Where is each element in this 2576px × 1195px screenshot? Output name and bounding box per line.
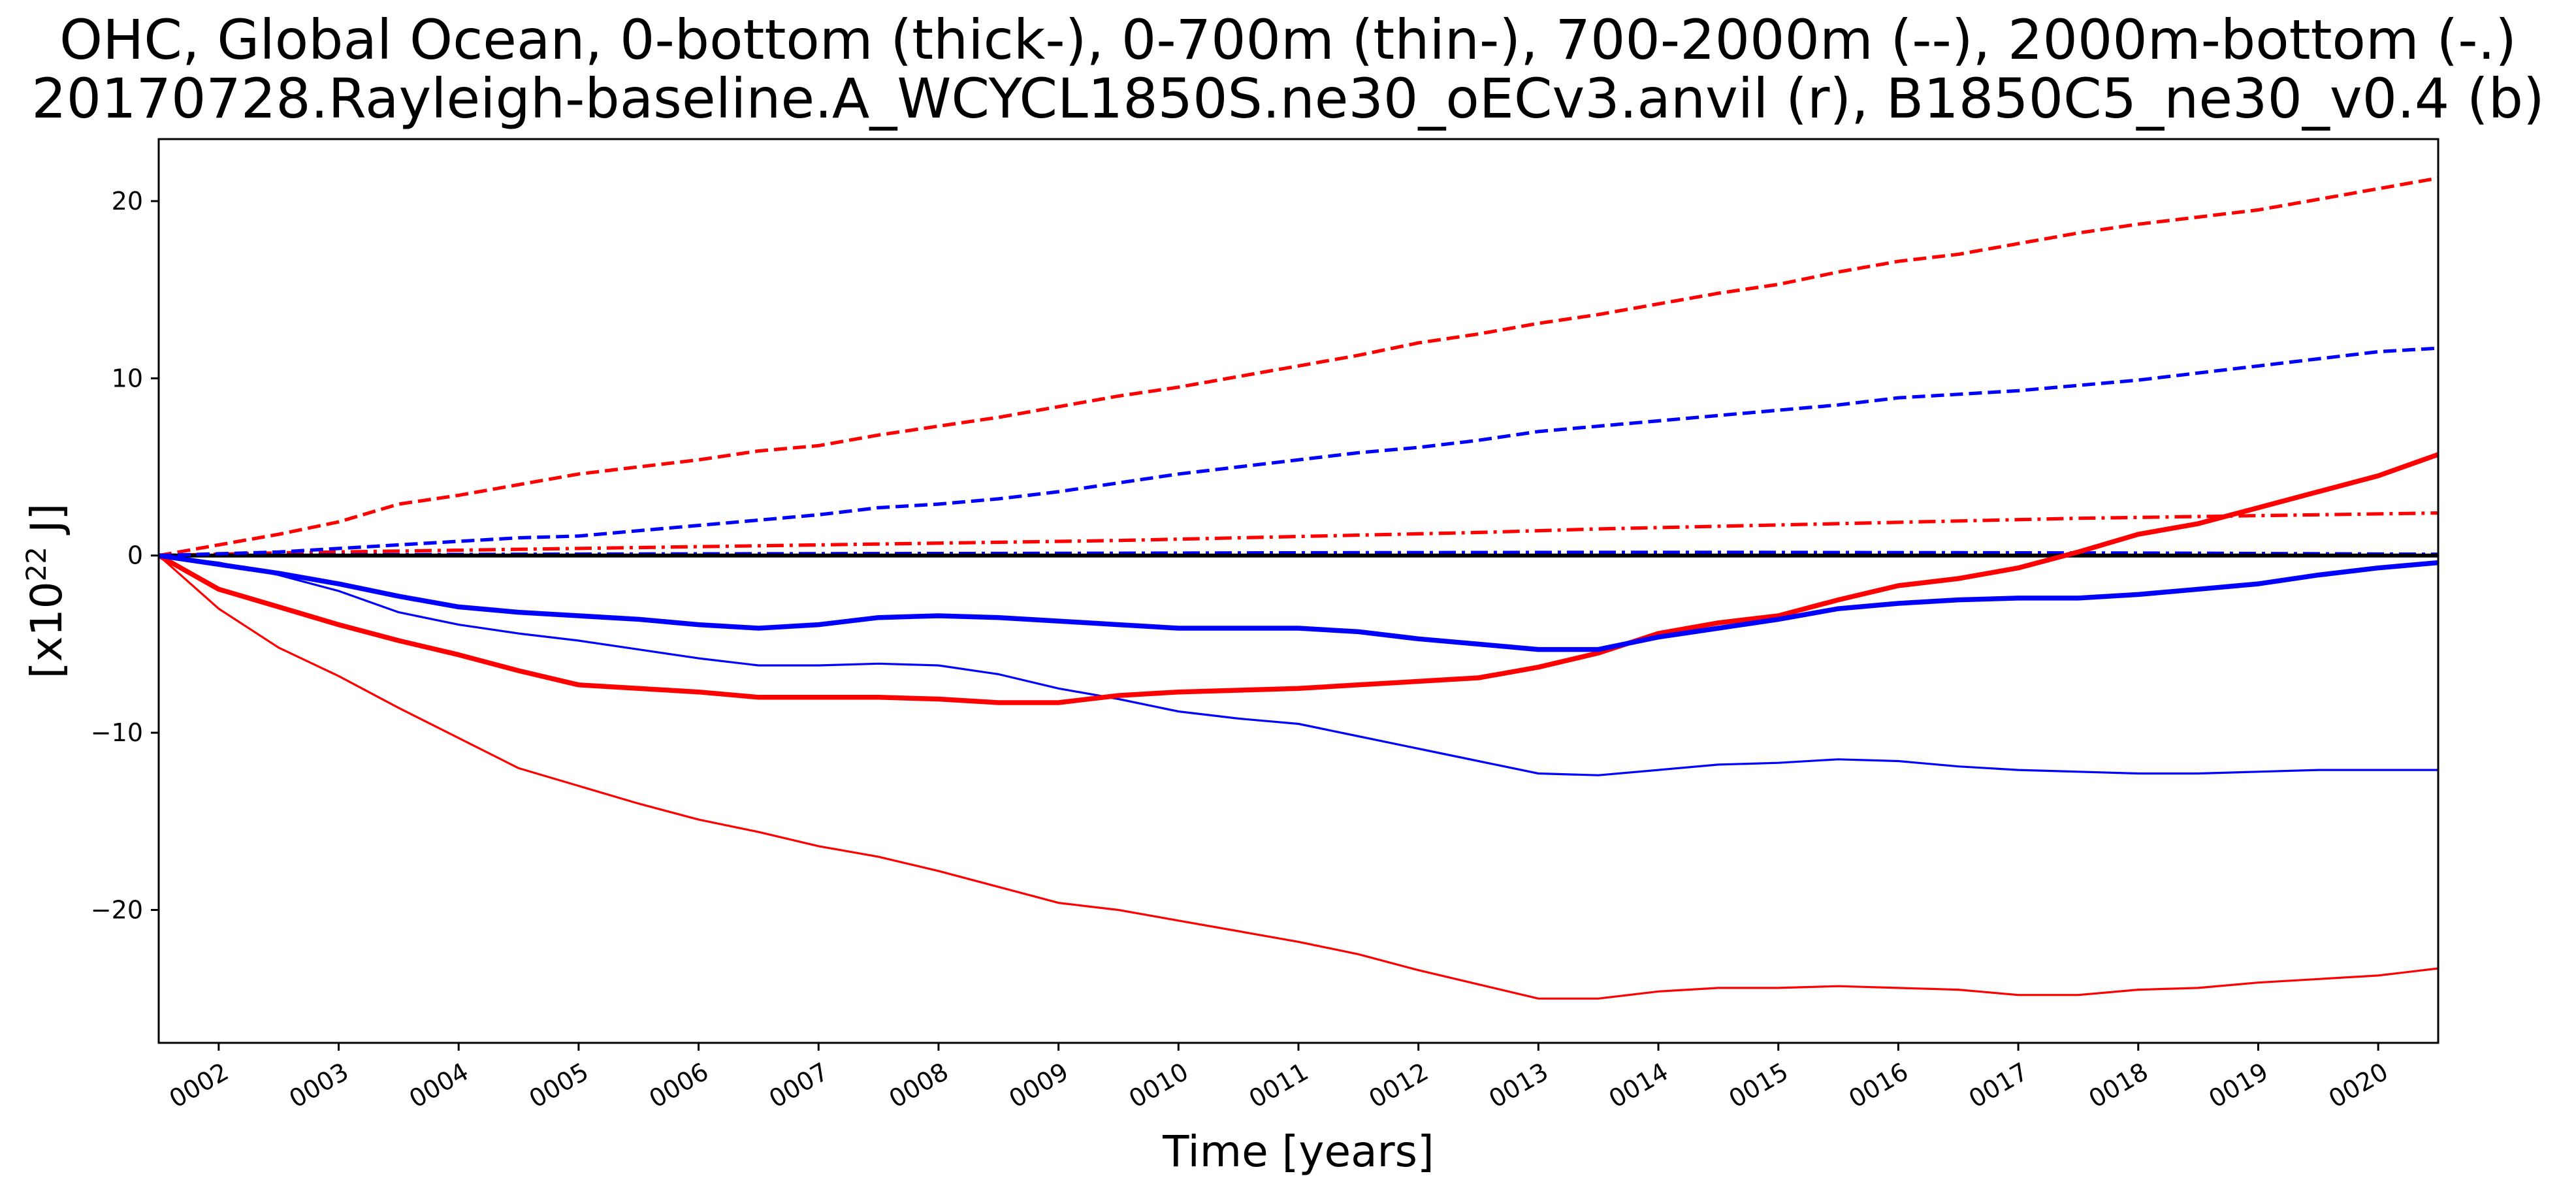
x-tick-label: 0016	[1844, 1057, 1913, 1113]
y-tick-label: −10	[91, 718, 143, 747]
y-axis-label: [x1022 J]	[20, 503, 72, 678]
x-tick-label: 0014	[1604, 1057, 1673, 1113]
series-line-r-0-bottom	[157, 452, 2439, 705]
series-line-b-0-700m	[158, 554, 2438, 776]
series-line-b-700-2000m	[158, 346, 2439, 558]
x-tick-label: 0020	[2324, 1057, 2393, 1113]
chart-title-line-1: OHC, Global Ocean, 0-bottom (thick-), 0-…	[59, 8, 2517, 72]
x-tick-label: 0011	[1244, 1057, 1313, 1113]
x-tick-label: 0013	[1484, 1057, 1553, 1113]
series-line-r-700-2000m	[158, 176, 2439, 558]
chart-title-line-2: 20170728.Rayleigh-baseline.A_WCYCL1850S.…	[31, 67, 2545, 131]
y-tick-label: 10	[112, 364, 143, 392]
x-tick-label: 0019	[2204, 1057, 2273, 1113]
y-tick-label: −20	[91, 895, 143, 924]
plot-frame	[157, 138, 2439, 1044]
x-tick-label: 0015	[1724, 1057, 1793, 1113]
x-tick-label: 0009	[1004, 1057, 1073, 1113]
x-tick-label: 0005	[524, 1057, 594, 1113]
x-tick-label: 0012	[1364, 1057, 1433, 1113]
x-tick-label: 0004	[404, 1057, 474, 1113]
series-line-b-0-bottom	[158, 552, 2439, 652]
series-line-r-2000m-bottom	[158, 511, 2439, 558]
x-tick-label: 0002	[165, 1057, 234, 1113]
x-tick-label: 0018	[2084, 1057, 2153, 1113]
y-tick-label: 0	[127, 541, 143, 570]
y-axis-label-exponent: 22	[20, 547, 52, 581]
x-axis-label: Time [years]	[1162, 1126, 1434, 1177]
x-tick-label: 0010	[1124, 1057, 1193, 1113]
y-axis-label-base: [x10	[22, 581, 72, 678]
y-axis-label-tail: J]	[22, 503, 72, 547]
series-layer	[157, 176, 2439, 1000]
series-line-r-0-700m	[157, 554, 2439, 1000]
x-tick-label: 0003	[284, 1057, 353, 1113]
series-line-b-2000m-bottom	[158, 550, 2439, 558]
x-tick-label: 0006	[644, 1057, 713, 1113]
y-tick-label: 20	[112, 187, 143, 215]
x-tick-label: 0017	[1964, 1057, 2033, 1113]
x-tick-label: 0007	[764, 1057, 833, 1113]
x-tick-label: 0008	[884, 1057, 954, 1113]
